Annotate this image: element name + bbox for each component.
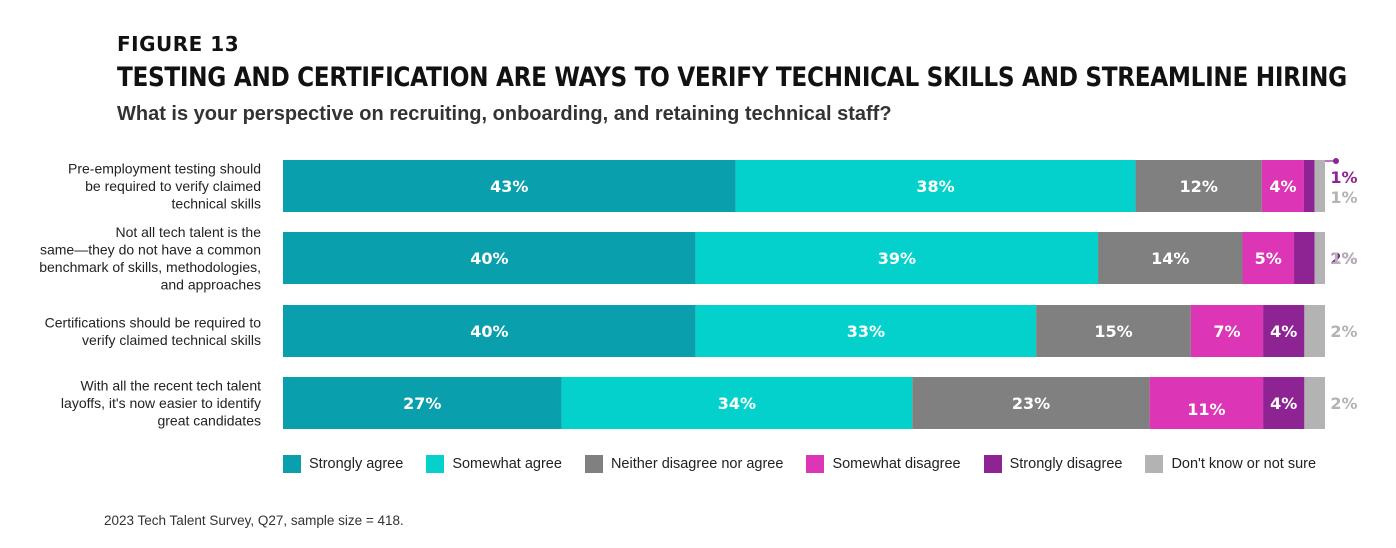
bar-segment: [1303, 160, 1315, 212]
legend-label: Somewhat agree: [452, 456, 562, 472]
category-label: technical skills: [172, 196, 261, 212]
legend-item: Somewhat agree: [426, 455, 562, 473]
legend-swatch: [426, 455, 445, 473]
data-label: 27%: [403, 394, 441, 413]
figure-label: FIGURE 13: [117, 32, 240, 56]
bar-segment: [1263, 377, 1305, 429]
category-label: Not all tech talent is the: [115, 224, 261, 240]
data-label: 33%: [847, 322, 885, 341]
data-label: 5%: [1255, 249, 1282, 268]
data-label: 34%: [718, 394, 756, 413]
bar-segment: [1314, 232, 1325, 284]
data-label: 43%: [490, 177, 528, 196]
bar-segment: [1304, 305, 1325, 357]
legend-label: Strongly disagree: [1009, 456, 1123, 472]
category-label: and approaches: [161, 276, 261, 292]
data-label: 1%: [1330, 188, 1357, 207]
bar-segment: [1242, 232, 1295, 284]
bar-segment: [1294, 232, 1315, 284]
legend-swatch: [983, 455, 1002, 473]
bar-segment: [1149, 377, 1264, 429]
bar-segment: [283, 232, 696, 284]
bar-segment: [912, 377, 1150, 429]
category-label: Pre-employment testing should: [68, 161, 261, 177]
bar-segment: [1304, 377, 1325, 429]
legend-swatch: [283, 455, 301, 473]
data-label: 4%: [1270, 394, 1297, 413]
data-label: 2%: [1330, 394, 1357, 413]
bar-segment: [1190, 305, 1264, 357]
bar-segment: [695, 305, 1037, 357]
data-label: 40%: [470, 249, 508, 268]
data-label: 15%: [1094, 322, 1132, 341]
bar-segment: [1036, 305, 1191, 357]
bar-segment: [735, 160, 1136, 212]
bar-segment: [1098, 232, 1243, 284]
category-label: verify claimed technical skills: [82, 332, 261, 348]
source-note: 2023 Tech Talent Survey, Q27, sample siz…: [104, 513, 404, 528]
data-label: 4%: [1270, 322, 1297, 341]
legend-item: Neither disagree nor agree: [584, 455, 784, 473]
legend-label: Neither disagree nor agree: [610, 456, 784, 472]
data-label: 14%: [1151, 249, 1189, 268]
bar-segment: [1135, 160, 1262, 212]
legend-item: Strongly disagree: [983, 455, 1123, 473]
data-label: 1%: [1330, 249, 1357, 268]
data-label: 38%: [916, 177, 954, 196]
category-label: great candidates: [157, 413, 261, 429]
data-label: 40%: [470, 322, 508, 341]
legend-swatch: [584, 455, 603, 473]
data-label: 4%: [1269, 177, 1296, 196]
bar-segment: [1263, 305, 1305, 357]
data-label: 2%: [1330, 322, 1357, 341]
data-label: 7%: [1213, 322, 1240, 341]
data-label: 12%: [1180, 177, 1218, 196]
category-label: same—they do not have a common: [40, 241, 261, 257]
legend-item: Strongly agree: [283, 455, 403, 473]
legend-item: Somewhat disagree: [806, 455, 961, 473]
legend-swatch: [806, 455, 825, 473]
legend-swatch: [1145, 455, 1164, 473]
data-label: 1%: [1330, 168, 1357, 187]
category-label: benchmark of skills, methodologies,: [39, 259, 261, 275]
data-label: 11%: [1187, 400, 1225, 419]
bar-segment: [283, 160, 736, 212]
legend-label: Somewhat disagree: [832, 456, 961, 472]
legend-item: Don't know or not sure: [1145, 455, 1316, 473]
bar-segment: [283, 377, 562, 429]
bar-segment: [1314, 160, 1325, 212]
chart-title: TESTING AND CERTIFICATION ARE WAYS TO VE…: [117, 62, 1347, 93]
bar-segment: [561, 377, 913, 429]
leader-dot: [1333, 158, 1339, 164]
chart-subtitle: What is your perspective on recruiting, …: [117, 103, 892, 125]
bar-segment: [1261, 160, 1304, 212]
legend-label: Don't know or not sure: [1171, 456, 1317, 472]
data-label: 39%: [878, 249, 916, 268]
bar-segment: [283, 305, 696, 357]
category-label: be required to verify claimed: [85, 178, 261, 194]
legend-label: Strongly agree: [309, 456, 404, 472]
category-label: layoffs, it's now easier to identify: [61, 395, 261, 411]
legend: Strongly agree Somewhat agree Neither disa…: [283, 455, 1339, 473]
category-label: With all the recent tech talent: [80, 378, 261, 394]
bar-segment: [695, 232, 1099, 284]
category-label: Certifications should be required to: [45, 314, 262, 330]
data-label: 2%: [1330, 249, 1357, 268]
data-label: 23%: [1012, 394, 1050, 413]
